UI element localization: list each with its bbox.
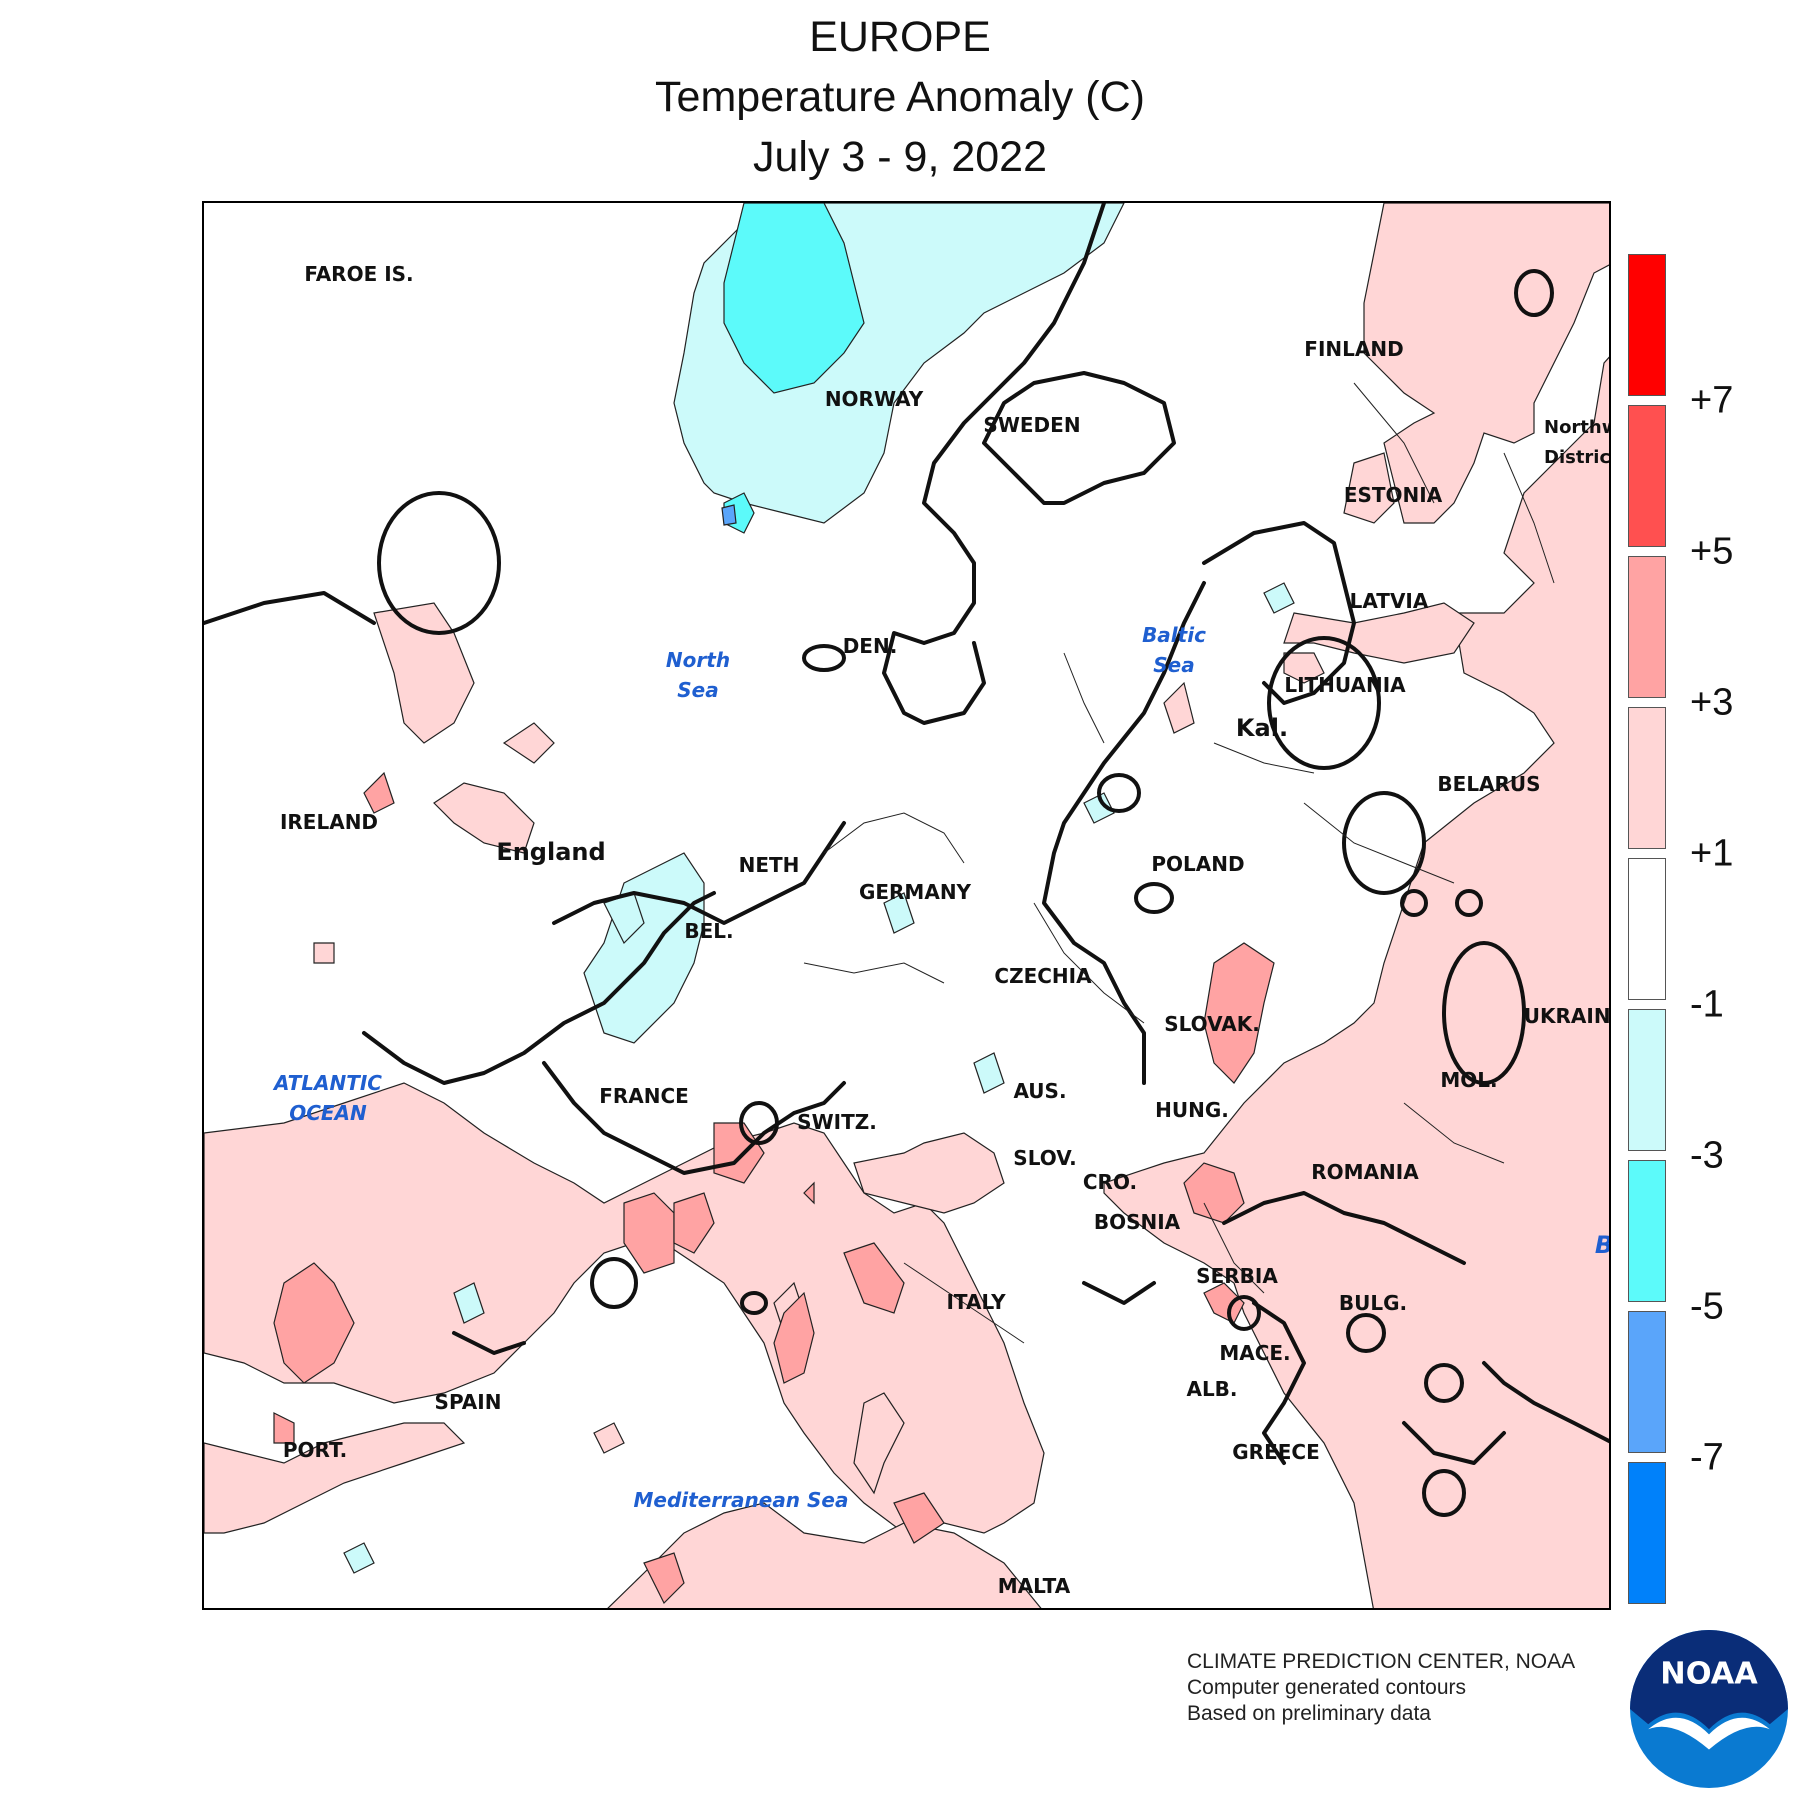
anomaly-plus3-regions — [273, 771, 1275, 1605]
label-moldova: MOL. — [1440, 1068, 1498, 1092]
label-romania: ROMANIA — [1311, 1160, 1419, 1184]
label-ireland: IRELAND — [279, 810, 379, 834]
label-kaliningrad: Kal. — [1235, 714, 1289, 742]
label-finland: FINLAND — [1304, 337, 1404, 361]
legend-swatch — [1628, 1311, 1666, 1453]
label-mediterranean-sea: Mediterranean Sea — [633, 1488, 849, 1512]
legend-label: +3 — [1690, 681, 1734, 724]
label-estonia: ESTONIA — [1343, 483, 1443, 507]
label-macedonia: MACE. — [1219, 1341, 1291, 1365]
noaa-logo-icon: NOAA — [1630, 1630, 1788, 1788]
label-bulgaria: BULG. — [1338, 1291, 1408, 1315]
label-black-sea-partial: B — [1595, 1230, 1609, 1260]
label-norway: NORWAY — [824, 387, 924, 411]
label-belgium: BEL. — [684, 919, 734, 943]
label-poland: POLAND — [1151, 852, 1245, 876]
anomaly-plus1-regions — [204, 203, 1609, 1608]
label-atlantic-ocean: ATLANTIC OCEAN — [274, 1071, 382, 1125]
anomaly-minus5-regions — [721, 504, 737, 526]
legend-label: -1 — [1690, 983, 1724, 1026]
label-faroe: FAROE IS. — [304, 262, 414, 286]
label-bosnia: BOSNIA — [1093, 1210, 1181, 1234]
label-belarus: BELARUS — [1437, 772, 1541, 796]
label-spain: SPAIN — [434, 1390, 502, 1414]
label-northwest-district: Northwest District — [1544, 417, 1611, 468]
country-borders — [803, 382, 1555, 1344]
map-metric-title: Temperature Anomaly (C) — [655, 73, 1145, 121]
label-france: FRANCE — [599, 1084, 689, 1108]
legend-swatch — [1628, 1160, 1666, 1302]
label-austria: AUS. — [1013, 1079, 1067, 1103]
label-italy: ITALY — [946, 1290, 1006, 1314]
label-germany: GERMANY — [858, 880, 972, 904]
label-sweden: SWEDEN — [983, 413, 1081, 437]
label-latvia: LATVIA — [1349, 589, 1429, 613]
label-hungary: HUNG. — [1155, 1098, 1229, 1122]
label-albania: ALB. — [1186, 1377, 1238, 1401]
legend-swatch — [1628, 556, 1666, 698]
legend-swatch — [1628, 1009, 1666, 1151]
legend-swatch — [1628, 254, 1666, 396]
label-england: England — [496, 838, 606, 866]
label-malta: MALTA — [997, 1574, 1071, 1598]
map-region-title: EUROPE — [809, 13, 991, 61]
label-slovakia: SLOVAK. — [1164, 1012, 1260, 1036]
legend-label: +1 — [1690, 832, 1734, 875]
credits-line-2: Computer generated contours — [1187, 1676, 1466, 1699]
legend-swatch — [1628, 1462, 1666, 1604]
legend-swatch — [1628, 707, 1666, 849]
label-croatia: CRO. — [1082, 1170, 1138, 1194]
legend-label: -3 — [1690, 1134, 1724, 1177]
credits-block: CLIMATE PREDICTION CENTER, NOAA Computer… — [1187, 1649, 1575, 1727]
label-slovenia: SLOV. — [1013, 1146, 1077, 1170]
legend-label: +7 — [1690, 379, 1734, 422]
anomaly-map: FAROE IS. NORWAY SWEDEN FINLAND ESTONIA … — [202, 201, 1611, 1610]
label-serbia: SERBIA — [1196, 1264, 1278, 1288]
label-portugal: PORT. — [282, 1438, 348, 1462]
label-greece: GREECE — [1232, 1440, 1320, 1464]
legend-label: -5 — [1690, 1285, 1724, 1328]
credits-line-1: CLIMATE PREDICTION CENTER, NOAA — [1187, 1650, 1576, 1673]
label-ukraine: UKRAINE — [1523, 1004, 1611, 1028]
legend-swatch — [1628, 405, 1666, 547]
zero-anomaly-contours — [204, 203, 1609, 1517]
noaa-logo-text: NOAA — [1660, 1657, 1758, 1692]
legend-swatch — [1628, 858, 1666, 1000]
label-north-sea: North Sea — [665, 648, 731, 702]
label-baltic-sea: Baltic Sea — [1142, 623, 1206, 677]
legend-label: +5 — [1690, 530, 1734, 573]
label-czechia: CZECHIA — [994, 964, 1092, 988]
map-period-title: July 3 - 9, 2022 — [752, 133, 1047, 181]
credits-line-3: Based on preliminary data — [1187, 1702, 1431, 1725]
label-lithuania: LITHUANIA — [1284, 673, 1406, 697]
label-netherlands: NETH — [738, 853, 800, 877]
label-switzerland: SWITZ. — [797, 1110, 877, 1134]
anomaly-map-graphic — [204, 203, 1609, 1608]
label-denmark: DEN. — [842, 634, 898, 658]
legend-label: -7 — [1690, 1436, 1724, 1479]
